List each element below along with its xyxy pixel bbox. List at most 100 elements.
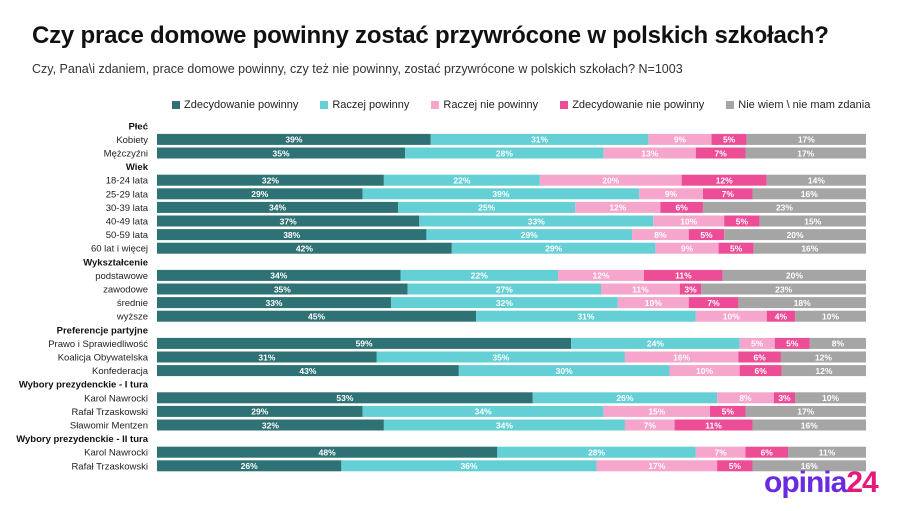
row-label: zawodowe xyxy=(103,285,148,296)
data-label: 4% xyxy=(775,312,788,322)
bar-segment xyxy=(341,460,597,472)
row-label: Prawo i Sprawiedliwość xyxy=(48,339,148,350)
bar-segment xyxy=(660,201,703,213)
chart-subtitle: Czy, Pana\i zdaniem, prace domowe powinn… xyxy=(32,62,683,76)
data-label: 8% xyxy=(739,393,752,403)
data-label: 39% xyxy=(285,135,302,145)
data-label: 34% xyxy=(475,407,492,417)
data-label: 45% xyxy=(308,312,325,322)
data-label: 7% xyxy=(715,148,728,158)
data-label: 43% xyxy=(299,366,316,376)
row-label: Sławomir Mentzen xyxy=(70,421,148,432)
data-label: 12% xyxy=(815,366,832,376)
group-header: Wykształcenie xyxy=(83,257,148,268)
bar-segment xyxy=(681,174,767,186)
bar-segment xyxy=(405,147,604,159)
bar-segment xyxy=(458,365,670,377)
bar-segment xyxy=(157,392,533,404)
bar-segment xyxy=(809,337,866,349)
data-label: 3% xyxy=(778,393,791,403)
data-label: 20% xyxy=(787,230,804,240)
bar-segment xyxy=(362,188,640,200)
data-label: 11% xyxy=(632,284,649,294)
data-label: 5% xyxy=(729,461,742,471)
data-label: 6% xyxy=(761,448,774,458)
bar-segment xyxy=(780,351,866,363)
bar-segment xyxy=(724,229,866,241)
logo-text-opinia: opinia xyxy=(764,466,847,499)
data-label: 39% xyxy=(492,189,509,199)
bar-segment xyxy=(383,174,540,186)
legend-item: Zdecydowanie nie powinny xyxy=(560,99,704,111)
bar-segment xyxy=(766,174,866,186)
data-label: 12% xyxy=(815,352,832,362)
data-label: 5% xyxy=(700,230,713,240)
bar-segment xyxy=(617,297,689,309)
row-label: Konfederacja xyxy=(92,366,149,377)
data-label: 6% xyxy=(754,352,767,362)
bar-segment xyxy=(400,269,559,281)
data-label: 6% xyxy=(755,366,768,376)
group-header: Płeć xyxy=(128,121,148,132)
data-label: 10% xyxy=(723,312,740,322)
data-label: 15% xyxy=(648,407,665,417)
data-label: 5% xyxy=(730,244,743,254)
data-label: 25% xyxy=(478,203,495,213)
bar-segment xyxy=(766,310,796,322)
bar-segment xyxy=(795,392,866,404)
data-label: 23% xyxy=(775,284,792,294)
bar-segment xyxy=(752,419,866,431)
data-label: 10% xyxy=(680,216,697,226)
bar-segment xyxy=(695,310,767,322)
data-label: 32% xyxy=(262,176,279,186)
data-label: 16% xyxy=(673,352,690,362)
data-label: 6% xyxy=(676,203,689,213)
data-label: 7% xyxy=(644,420,657,430)
row-label: Karol Nawrocki xyxy=(84,393,148,404)
bar-segment xyxy=(157,351,377,363)
data-label: 29% xyxy=(545,244,562,254)
data-label: 17% xyxy=(648,461,665,471)
bar-segment xyxy=(745,405,866,417)
data-label: 5% xyxy=(722,407,735,417)
data-label: 53% xyxy=(336,393,353,403)
row-label: Koalicja Obywatelska xyxy=(58,353,149,364)
bar-segment xyxy=(571,337,740,349)
bar-segment xyxy=(558,269,644,281)
legend-swatch xyxy=(726,101,735,109)
bar-segment xyxy=(157,460,342,472)
data-label: 22% xyxy=(453,176,470,186)
data-label: 13% xyxy=(641,148,658,158)
bar-segment xyxy=(601,283,680,295)
legend-item: Zdecydowanie powinny xyxy=(172,99,298,111)
bar-segment xyxy=(398,201,576,213)
logo-text-24: 24 xyxy=(846,466,878,499)
data-label: 29% xyxy=(521,230,538,240)
bar-segment xyxy=(596,460,718,472)
data-label: 9% xyxy=(674,135,687,145)
bar-segment xyxy=(603,405,711,417)
data-label: 32% xyxy=(262,420,279,430)
bar-segment xyxy=(717,392,774,404)
bar-segment xyxy=(752,460,866,472)
bar-segment xyxy=(710,405,746,417)
bar-segment xyxy=(701,283,866,295)
data-label: 35% xyxy=(492,352,509,362)
opinia24-logo: opinia24 xyxy=(764,466,879,499)
data-label: 34% xyxy=(496,420,513,430)
legend-item: Raczej nie powinny xyxy=(431,99,538,111)
row-label: podstawowe xyxy=(95,271,148,282)
data-label: 11% xyxy=(705,420,722,430)
bar-segment xyxy=(157,297,391,309)
bar-segment xyxy=(745,446,789,458)
bar-segment xyxy=(739,337,775,349)
row-label: 18-24 lata xyxy=(106,176,149,187)
bar-segment xyxy=(426,229,633,241)
data-label: 31% xyxy=(258,352,275,362)
bar-segment xyxy=(532,392,718,404)
bar-segment xyxy=(157,419,384,431)
chart-title: Czy prace domowe powinny zostać przywróc… xyxy=(32,22,829,49)
bar-segment xyxy=(722,269,866,281)
data-label: 10% xyxy=(645,298,662,308)
legend-swatch xyxy=(560,101,569,109)
